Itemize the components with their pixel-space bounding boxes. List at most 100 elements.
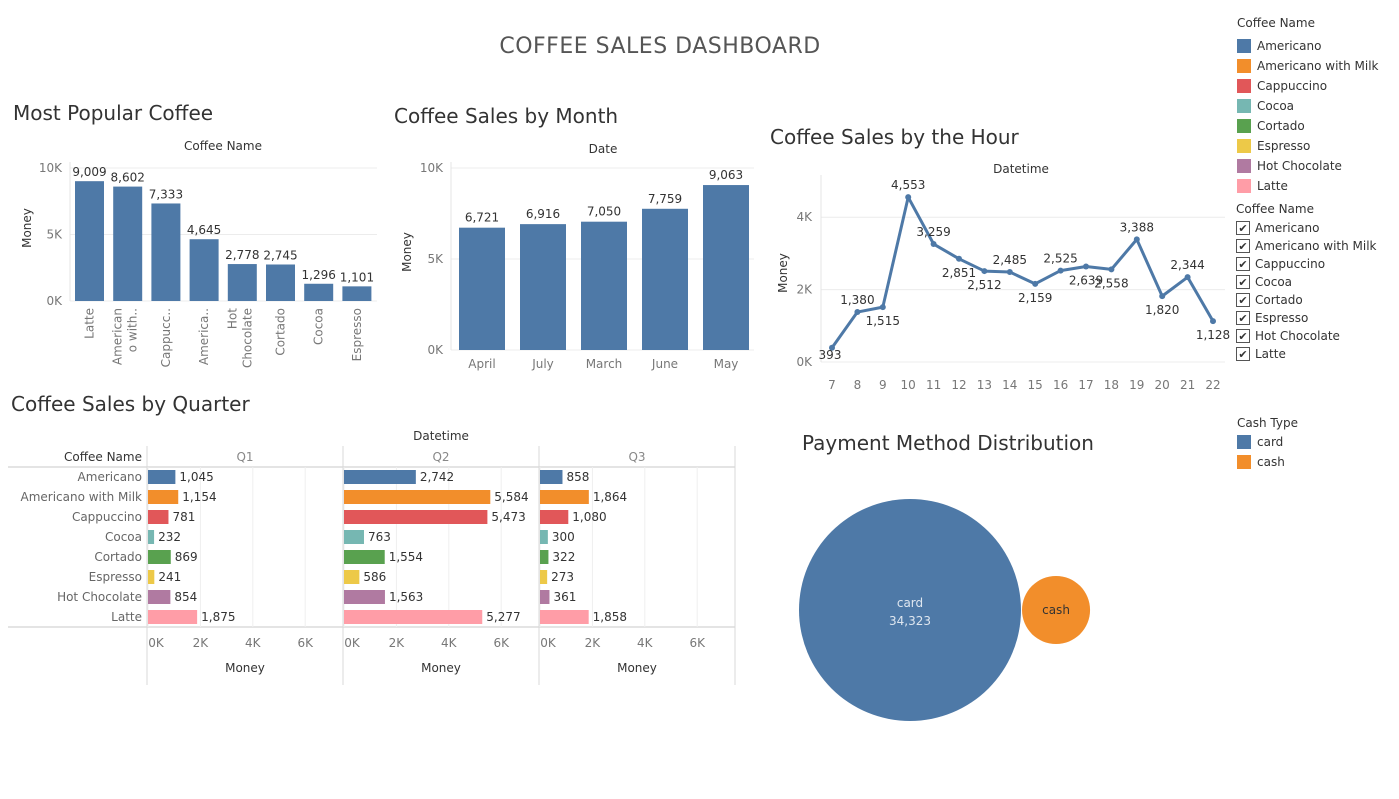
filter-checkbox[interactable]: ✔ <box>1236 293 1250 307</box>
quarter-x-tick: 0K <box>148 636 165 650</box>
hour-x-tick: 8 <box>854 378 862 392</box>
month-category-label: July <box>531 357 554 371</box>
quarter-bar <box>148 590 171 604</box>
cash-type-legend: Cash Type card cash <box>1237 416 1397 472</box>
coffee-legend-item[interactable]: Espresso <box>1237 136 1397 156</box>
cash-legend-item[interactable]: cash <box>1237 452 1397 472</box>
quarter-bar <box>148 570 155 584</box>
month-value-label: 7,050 <box>587 205 621 219</box>
legend-item-label: Cocoa <box>1257 99 1295 113</box>
hour-x-tick: 13 <box>977 378 992 392</box>
quarter-value-label: 2,742 <box>420 470 454 484</box>
legend-swatch <box>1237 179 1251 193</box>
coffee-legend-item[interactable]: Cortado <box>1237 116 1397 136</box>
popular-category-label: Cortado <box>274 308 288 356</box>
filter-checkbox[interactable]: ✔ <box>1236 221 1250 235</box>
coffee-filter-item[interactable]: ✔ Espresso <box>1236 309 1398 327</box>
coffee-filter-item[interactable]: ✔ Latte <box>1236 345 1398 363</box>
hour-y-label: Money <box>776 253 790 293</box>
quarter-value-label: 300 <box>552 530 575 544</box>
coffee-filter-item[interactable]: ✔ Cocoa <box>1236 273 1398 291</box>
coffee-filter-item[interactable]: ✔ Cortado <box>1236 291 1398 309</box>
cash-legend-item[interactable]: card <box>1237 432 1397 452</box>
hour-x-tick: 22 <box>1205 378 1220 392</box>
coffee-filter-item[interactable]: ✔ Hot Chocolate <box>1236 327 1398 345</box>
legend-swatch <box>1237 39 1251 53</box>
quarter-value-label: 586 <box>363 570 386 584</box>
popular-bar <box>227 264 257 301</box>
month-y-tick: 0K <box>427 343 444 357</box>
hour-header: Datetime <box>993 162 1049 176</box>
quarter-x-label: Money <box>421 661 461 675</box>
quarter-value-label: 869 <box>175 550 198 564</box>
hour-y-tick: 0K <box>796 355 813 369</box>
hour-point <box>905 194 912 201</box>
popular-value-label: 2,778 <box>225 248 259 262</box>
quarter-value-label: 1,858 <box>593 610 627 624</box>
hour-value-label: 1,820 <box>1145 303 1179 317</box>
quarter-header: Datetime <box>413 429 469 443</box>
filter-item-label: Latte <box>1255 347 1286 361</box>
popular-value-label: 4,645 <box>187 223 221 237</box>
hour-x-tick: 7 <box>828 378 836 392</box>
hour-x-tick: 17 <box>1078 378 1093 392</box>
filter-checkbox[interactable]: ✔ <box>1236 311 1250 325</box>
hour-value-label: 2,159 <box>1018 291 1052 305</box>
quarter-bar <box>148 610 198 624</box>
quarter-bar <box>540 490 589 504</box>
hour-series-line <box>830 195 1215 349</box>
payment-method-chart: card 34,323 cash <box>799 499 1091 721</box>
popular-header: Coffee Name <box>184 139 262 153</box>
popular-value-label: 1,296 <box>302 268 336 282</box>
coffee-legend-item[interactable]: Latte <box>1237 176 1397 196</box>
quarter-value-label: 763 <box>368 530 391 544</box>
popular-value-label: 9,009 <box>72 165 106 179</box>
coffee-legend-item[interactable]: Americano <box>1237 36 1397 56</box>
filter-checkbox[interactable]: ✔ <box>1236 275 1250 289</box>
filter-checkbox[interactable]: ✔ <box>1236 329 1250 343</box>
quarter-bar <box>148 530 155 544</box>
quarter-value-label: 232 <box>158 530 181 544</box>
filter-checkbox[interactable]: ✔ <box>1236 257 1250 271</box>
filter-item-label: Cocoa <box>1255 275 1293 289</box>
quarter-panel-label: Q1 <box>236 450 253 464</box>
legend-item-label: card <box>1257 435 1284 449</box>
popular-y-tick: 10K <box>39 161 63 175</box>
coffee-legend-item[interactable]: Hot Chocolate <box>1237 156 1397 176</box>
filter-checkbox[interactable]: ✔ <box>1236 239 1250 253</box>
hour-y-tick: 2K <box>796 283 813 297</box>
cash-type-legend-title: Cash Type <box>1237 416 1298 430</box>
coffee-filter-item[interactable]: ✔ Cappuccino <box>1236 255 1398 273</box>
coffee-legend-item[interactable]: Americano with Milk <box>1237 56 1397 76</box>
coffee-legend-item[interactable]: Cocoa <box>1237 96 1397 116</box>
month-bar <box>520 224 566 350</box>
popular-category-label: Latte <box>83 308 97 339</box>
coffee-filter-item[interactable]: ✔ Americano with Milk <box>1236 237 1398 255</box>
hour-x-tick: 16 <box>1053 378 1068 392</box>
quarter-value-label: 781 <box>172 510 195 524</box>
quarter-category-label: Hot Chocolate <box>57 590 142 604</box>
quarter-x-tick: 6K <box>689 636 706 650</box>
coffee-legend-item[interactable]: Cappuccino <box>1237 76 1397 96</box>
quarter-bar <box>344 510 488 524</box>
popular-bar <box>75 181 104 301</box>
quarter-bar <box>540 610 589 624</box>
month-bar <box>459 227 505 350</box>
legend-item-label: Cappuccino <box>1257 79 1328 93</box>
quarter-x-tick: 6K <box>493 636 510 650</box>
hour-x-tick: 12 <box>951 378 966 392</box>
quarter-value-label: 1,875 <box>201 610 235 624</box>
popular-bar <box>304 283 334 301</box>
popular-value-label: 8,602 <box>111 171 145 185</box>
quarter-panel-label: Q3 <box>628 450 645 464</box>
filter-checkbox[interactable]: ✔ <box>1236 347 1250 361</box>
popular-value-label: 2,745 <box>263 248 297 262</box>
popular-category-label: America.. <box>197 308 211 365</box>
coffee-filter-item[interactable]: ✔ Americano <box>1236 219 1398 237</box>
quarter-bar <box>540 510 569 524</box>
popular-bar <box>189 239 219 301</box>
popular-coffee-title: Most Popular Coffee <box>13 101 214 125</box>
quarter-category-label: Americano with Milk <box>20 490 142 504</box>
legend-swatch <box>1237 159 1251 173</box>
popular-category-label: o with.. <box>126 308 140 352</box>
